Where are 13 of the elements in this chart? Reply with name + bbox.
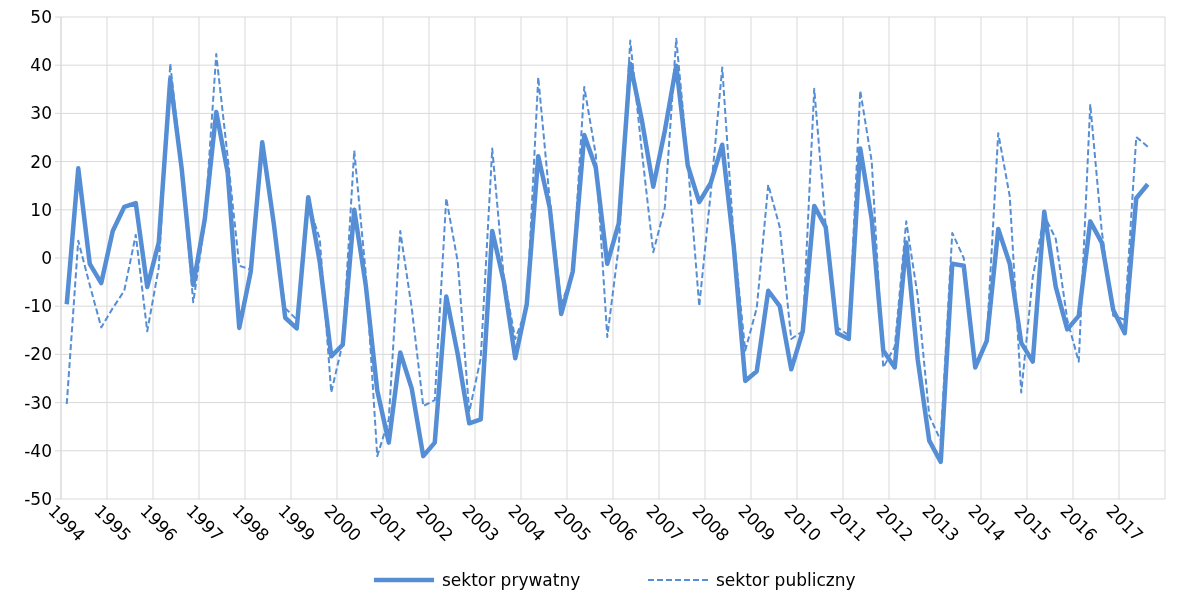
y-tick-label: 50 (30, 6, 52, 27)
legend-label: sektor publiczny (716, 570, 856, 590)
y-tick-label: 0 (41, 247, 52, 268)
y-tick-label: -50 (24, 488, 52, 509)
y-tick-label: 30 (30, 103, 52, 124)
y-tick-label: 10 (30, 199, 52, 220)
y-tick-label: -20 (24, 344, 52, 365)
y-tick-label: 40 (30, 55, 52, 76)
y-tick-label: -10 (24, 296, 52, 317)
y-tick-label: 20 (30, 151, 52, 172)
legend-label: sektor prywatny (442, 570, 581, 590)
y-tick-label: -40 (24, 440, 52, 461)
y-tick-label: -30 (24, 392, 52, 413)
